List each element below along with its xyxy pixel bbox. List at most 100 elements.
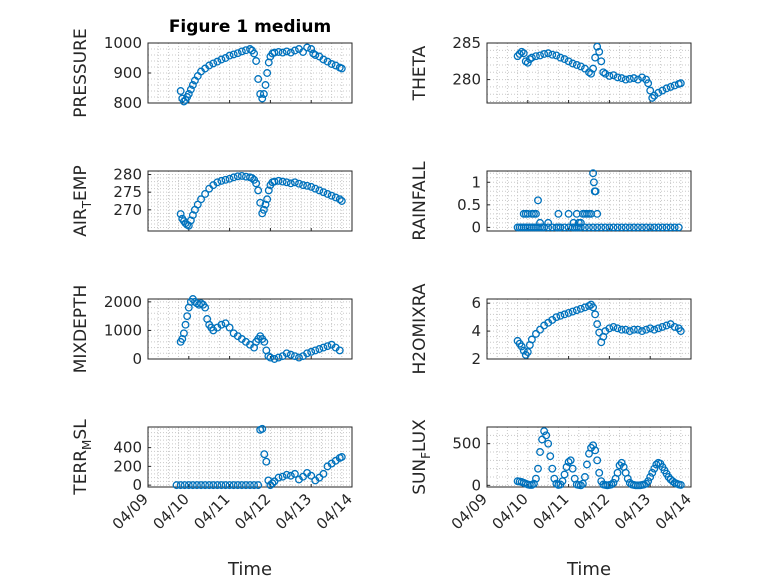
data-point [319,55,328,64]
data-point [517,342,526,351]
data-point [666,82,675,91]
data-point [323,189,332,198]
data-point [286,179,295,188]
data-point [540,223,549,232]
x-tick-label: 04/14 [652,490,695,533]
data-point [290,46,299,55]
axes-outline [147,298,353,360]
data-point [519,209,528,218]
data-point [225,174,234,183]
y-tick-label: 1 [471,173,481,191]
data-point [666,223,675,232]
x-tick-label: 04/09 [109,490,152,533]
data-point [201,189,210,198]
data-point [193,481,201,490]
data-point [209,59,218,68]
data-point [246,481,254,490]
data-point [634,75,642,84]
data-point [597,223,606,232]
data-point [638,73,646,82]
data-point [587,69,595,78]
data-point [217,320,226,329]
data-point [337,197,346,205]
data-point [670,322,679,331]
data-point [629,74,638,83]
data-point [609,322,618,331]
data-point [307,45,316,53]
data-point [299,48,307,56]
data-point [331,61,340,70]
data-point [282,470,291,479]
data-point [261,81,270,89]
data-point [205,481,214,490]
x-axis-label: Time [227,559,272,580]
data-point [609,223,618,232]
data-point [274,473,283,482]
data-point [331,193,340,202]
data-point [278,177,287,186]
data-point [532,329,540,338]
data-point [613,223,622,232]
data-point [613,324,622,333]
data-point [179,329,188,338]
data-point [634,325,642,334]
data-point [538,435,547,444]
data-point [564,209,573,218]
y-axis-label: AIRTEMP [71,165,94,236]
data-point [625,327,634,336]
data-point [605,324,614,333]
data-point [658,322,667,331]
data-point [534,196,542,205]
chart-title: Figure 1 medium [169,17,331,37]
data-point [303,349,312,358]
data-point [261,200,270,209]
data-point [621,223,630,232]
data-point [564,458,573,466]
data-point [593,456,602,465]
data-point [295,353,303,362]
x-tick-label: 04/12 [570,490,613,533]
data-point [646,223,655,232]
y-tick-label: 280 [452,71,481,89]
data-point [323,57,332,66]
data-point [237,481,246,490]
data-point [264,186,273,195]
data-point [580,223,589,232]
data-point [263,69,272,77]
data-point [668,477,677,486]
y-tick-label: 2000 [104,293,142,311]
data-point [513,52,522,61]
data-point [625,74,634,83]
data-point [605,223,614,232]
data-point [184,481,193,490]
data-point [221,481,230,490]
data-point [521,57,530,66]
data-point [303,43,312,52]
data-point [270,177,279,186]
data-point [225,323,234,332]
data-point [337,64,346,73]
y-tick-label: 0 [132,350,142,368]
data-point [176,210,185,219]
data-point [532,209,540,218]
data-point [295,179,303,188]
data-point [634,223,642,232]
data-point [654,88,663,97]
data-point [282,47,291,56]
data-point [650,325,659,334]
data-point [260,337,269,346]
data-point [597,57,606,66]
data-point [205,61,214,70]
data-point [286,350,295,359]
x-tick-label: 04/11 [190,490,233,533]
data-point [654,223,663,232]
data-point [568,59,577,68]
data-point [260,450,269,459]
data-point [529,479,538,488]
data-point [259,90,268,98]
data-point [213,178,222,187]
x-tick-label: 04/10 [150,490,193,533]
y-tick-label: 6 [471,294,481,312]
data-point [534,464,542,473]
data-point [580,473,589,481]
